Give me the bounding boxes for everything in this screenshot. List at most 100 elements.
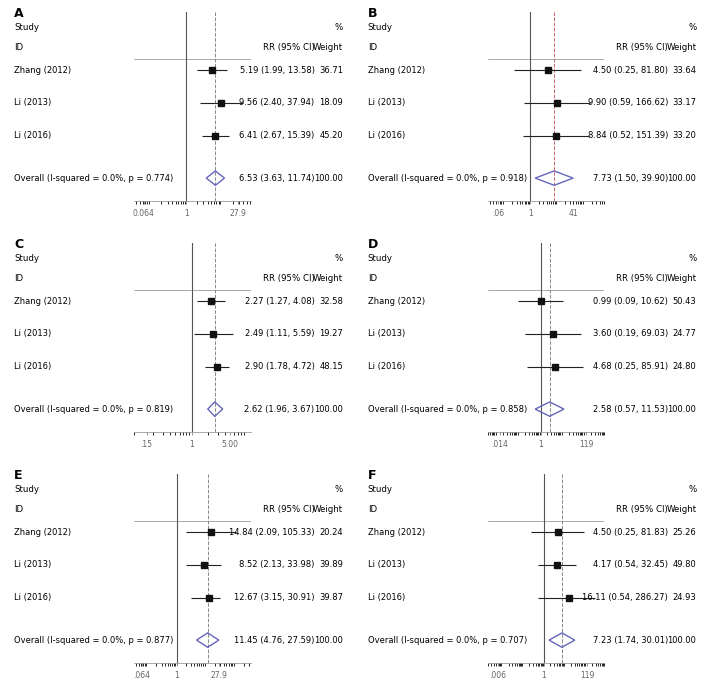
Text: 100.00: 100.00 <box>667 174 696 183</box>
Text: Zhang (2012): Zhang (2012) <box>368 297 425 306</box>
Text: ID: ID <box>14 505 23 514</box>
Text: 4.50 (0.25, 81.83): 4.50 (0.25, 81.83) <box>593 528 668 537</box>
Text: 6.53 (3.63, 11.74): 6.53 (3.63, 11.74) <box>239 174 315 183</box>
Text: 48.15: 48.15 <box>319 362 343 371</box>
Text: 100.00: 100.00 <box>314 405 343 414</box>
Text: 12.67 (3.15, 30.91): 12.67 (3.15, 30.91) <box>234 593 315 602</box>
Text: 11.45 (4.76, 27.59): 11.45 (4.76, 27.59) <box>234 635 315 644</box>
Text: Overall (I-squared = 0.0%, p = 0.858): Overall (I-squared = 0.0%, p = 0.858) <box>368 405 527 414</box>
Text: 7.23 (1.74, 30.01): 7.23 (1.74, 30.01) <box>593 635 668 644</box>
Text: Li (2013): Li (2013) <box>368 561 405 570</box>
Text: Study: Study <box>14 24 39 33</box>
Text: Zhang (2012): Zhang (2012) <box>14 66 71 75</box>
Text: F: F <box>368 469 376 482</box>
Text: 18.09: 18.09 <box>319 98 343 107</box>
Text: Weight: Weight <box>312 505 343 514</box>
Text: 4.17 (0.54, 32.45): 4.17 (0.54, 32.45) <box>593 561 668 570</box>
Text: RR (95% CI): RR (95% CI) <box>617 43 668 52</box>
Text: 19.27: 19.27 <box>319 329 343 338</box>
Text: 100.00: 100.00 <box>314 174 343 183</box>
Text: 33.20: 33.20 <box>672 131 696 140</box>
Text: %: % <box>334 485 343 494</box>
Text: 6.41 (2.67, 15.39): 6.41 (2.67, 15.39) <box>240 131 315 140</box>
Text: Li (2013): Li (2013) <box>14 329 52 338</box>
Text: 4.50 (0.25, 81.80): 4.50 (0.25, 81.80) <box>593 66 668 75</box>
Text: D: D <box>368 238 378 251</box>
Text: ID: ID <box>368 505 377 514</box>
Text: Li (2013): Li (2013) <box>368 329 405 338</box>
Text: Overall (I-squared = 0.0%, p = 0.774): Overall (I-squared = 0.0%, p = 0.774) <box>14 174 173 183</box>
Text: 9.56 (2.40, 37.94): 9.56 (2.40, 37.94) <box>240 98 315 107</box>
Text: RR (95% CI): RR (95% CI) <box>263 505 315 514</box>
Text: 33.64: 33.64 <box>672 66 696 75</box>
Text: Study: Study <box>14 254 39 263</box>
Text: Overall (I-squared = 0.0%, p = 0.877): Overall (I-squared = 0.0%, p = 0.877) <box>14 635 173 644</box>
Text: Overall (I-squared = 0.0%, p = 0.707): Overall (I-squared = 0.0%, p = 0.707) <box>368 635 527 644</box>
Text: 2.90 (1.78, 4.72): 2.90 (1.78, 4.72) <box>245 362 315 371</box>
Text: 36.71: 36.71 <box>319 66 343 75</box>
Text: E: E <box>14 469 23 482</box>
Text: Weight: Weight <box>312 274 343 283</box>
Text: RR (95% CI): RR (95% CI) <box>617 505 668 514</box>
Text: RR (95% CI): RR (95% CI) <box>263 43 315 52</box>
Text: 24.77: 24.77 <box>672 329 696 338</box>
Text: %: % <box>688 485 696 494</box>
Text: 100.00: 100.00 <box>314 635 343 644</box>
Text: Study: Study <box>14 485 39 494</box>
Text: %: % <box>688 24 696 33</box>
Text: 5.19 (1.99, 13.58): 5.19 (1.99, 13.58) <box>240 66 315 75</box>
Text: Study: Study <box>368 485 392 494</box>
Text: 100.00: 100.00 <box>667 635 696 644</box>
Text: ID: ID <box>14 43 23 52</box>
Text: ID: ID <box>368 43 377 52</box>
Text: C: C <box>14 238 23 251</box>
Text: 4.68 (0.25, 85.91): 4.68 (0.25, 85.91) <box>593 362 668 371</box>
Text: 9.90 (0.59, 166.62): 9.90 (0.59, 166.62) <box>588 98 668 107</box>
Text: 14.84 (2.09, 105.33): 14.84 (2.09, 105.33) <box>229 528 315 537</box>
Text: 24.93: 24.93 <box>672 593 696 602</box>
Text: Li (2016): Li (2016) <box>14 593 52 602</box>
Text: 3.60 (0.19, 69.03): 3.60 (0.19, 69.03) <box>593 329 668 338</box>
Text: Weight: Weight <box>666 505 696 514</box>
Text: Li (2013): Li (2013) <box>368 98 405 107</box>
Text: Zhang (2012): Zhang (2012) <box>14 528 71 537</box>
Text: %: % <box>688 254 696 263</box>
Text: 2.62 (1.96, 3.67): 2.62 (1.96, 3.67) <box>245 405 315 414</box>
Text: 24.80: 24.80 <box>672 362 696 371</box>
Text: Li (2016): Li (2016) <box>368 593 405 602</box>
Text: 45.20: 45.20 <box>320 131 343 140</box>
Text: 8.52 (2.13, 33.98): 8.52 (2.13, 33.98) <box>239 561 315 570</box>
Text: Weight: Weight <box>666 274 696 283</box>
Text: 39.89: 39.89 <box>319 561 343 570</box>
Text: 32.58: 32.58 <box>319 297 343 306</box>
Text: 33.17: 33.17 <box>672 98 696 107</box>
Text: 50.43: 50.43 <box>672 297 696 306</box>
Text: 16.11 (0.54, 286.27): 16.11 (0.54, 286.27) <box>583 593 668 602</box>
Text: %: % <box>334 254 343 263</box>
Text: Li (2013): Li (2013) <box>14 98 52 107</box>
Text: 2.27 (1.27, 4.08): 2.27 (1.27, 4.08) <box>245 297 315 306</box>
Text: 25.26: 25.26 <box>672 528 696 537</box>
Text: 100.00: 100.00 <box>667 405 696 414</box>
Text: RR (95% CI): RR (95% CI) <box>263 274 315 283</box>
Text: Zhang (2012): Zhang (2012) <box>368 66 425 75</box>
Text: 20.24: 20.24 <box>320 528 343 537</box>
Text: Overall (I-squared = 0.0%, p = 0.918): Overall (I-squared = 0.0%, p = 0.918) <box>368 174 527 183</box>
Text: 2.58 (0.57, 11.53): 2.58 (0.57, 11.53) <box>593 405 668 414</box>
Text: RR (95% CI): RR (95% CI) <box>617 274 668 283</box>
Text: 39.87: 39.87 <box>319 593 343 602</box>
Text: 2.49 (1.11, 5.59): 2.49 (1.11, 5.59) <box>245 329 315 338</box>
Text: Zhang (2012): Zhang (2012) <box>14 297 71 306</box>
Text: B: B <box>368 7 377 20</box>
Text: Overall (I-squared = 0.0%, p = 0.819): Overall (I-squared = 0.0%, p = 0.819) <box>14 405 173 414</box>
Text: Li (2013): Li (2013) <box>14 561 52 570</box>
Text: Li (2016): Li (2016) <box>14 131 52 140</box>
Text: Study: Study <box>368 24 392 33</box>
Text: 8.84 (0.52, 151.39): 8.84 (0.52, 151.39) <box>588 131 668 140</box>
Text: ID: ID <box>14 274 23 283</box>
Text: Li (2016): Li (2016) <box>14 362 52 371</box>
Text: 0.99 (0.09, 10.62): 0.99 (0.09, 10.62) <box>593 297 668 306</box>
Text: Li (2016): Li (2016) <box>368 131 405 140</box>
Text: Zhang (2012): Zhang (2012) <box>368 528 425 537</box>
Text: A: A <box>14 7 24 20</box>
